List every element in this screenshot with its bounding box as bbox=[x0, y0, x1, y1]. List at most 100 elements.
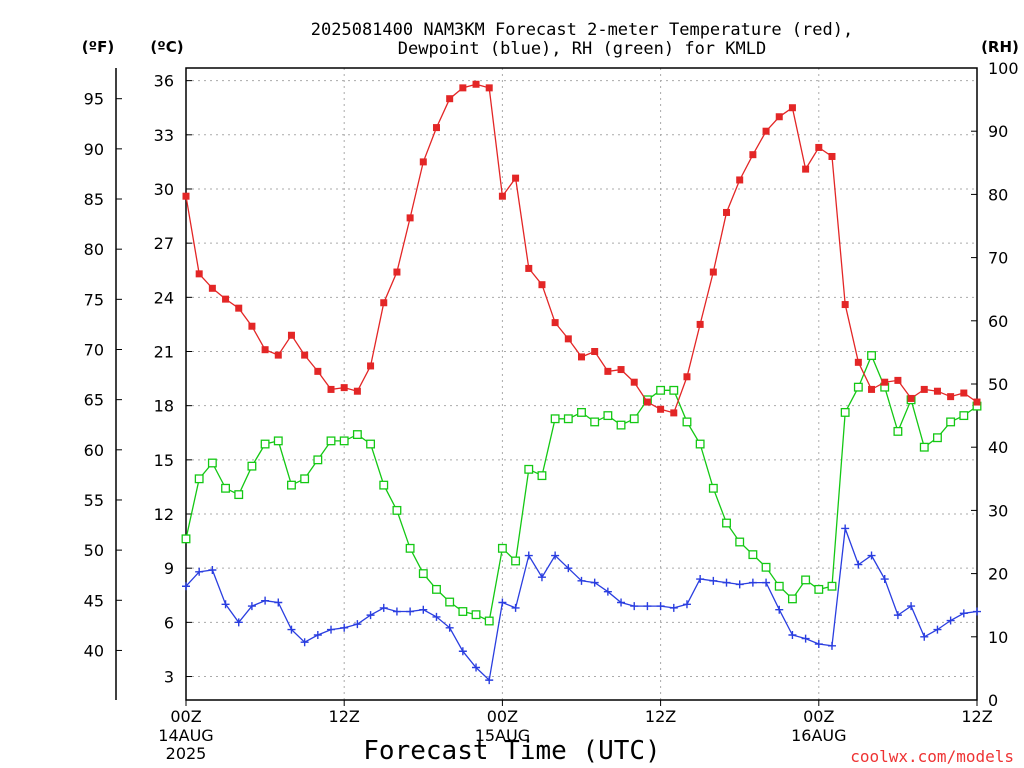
dewpoint-point bbox=[801, 634, 810, 643]
dewpoint-line bbox=[185, 528, 978, 682]
rh-point bbox=[708, 483, 718, 493]
temperature-series bbox=[182, 80, 981, 417]
rh-point bbox=[405, 543, 415, 553]
rh-point bbox=[919, 442, 929, 452]
rh-point bbox=[656, 385, 666, 395]
temperature-point bbox=[828, 152, 836, 160]
rh-point bbox=[471, 610, 481, 620]
dewpoint-point bbox=[287, 625, 296, 634]
celsius-tick-label: 24 bbox=[154, 288, 174, 307]
rh-point bbox=[695, 439, 705, 449]
temperature-point bbox=[538, 281, 546, 289]
dewpoint-point bbox=[762, 578, 771, 587]
dewpoint-point bbox=[907, 602, 916, 611]
temperature-point bbox=[380, 299, 388, 307]
temperature-point bbox=[749, 151, 757, 159]
time-tick-label: 00Z bbox=[803, 707, 834, 726]
rh-point bbox=[458, 607, 468, 616]
temperature-point bbox=[208, 284, 216, 292]
rh-point bbox=[181, 534, 191, 544]
credit-link[interactable]: coolwx.com/models bbox=[850, 747, 1014, 766]
temperature-point bbox=[643, 398, 651, 406]
fahrenheit-tick-label: 40 bbox=[84, 641, 104, 660]
rh-point bbox=[603, 411, 613, 421]
dewpoint-point bbox=[208, 565, 217, 574]
rh-tick-label: 10 bbox=[988, 628, 1008, 647]
dewpoint-point bbox=[261, 596, 270, 605]
dewpoint-point bbox=[893, 611, 902, 620]
temperature-point bbox=[287, 331, 295, 339]
temperature-point bbox=[670, 409, 678, 417]
temperature-point bbox=[182, 192, 190, 200]
rh-point bbox=[313, 455, 323, 465]
temperature-point bbox=[775, 113, 783, 121]
celsius-tick-label: 15 bbox=[154, 451, 174, 470]
rh-point bbox=[840, 407, 850, 417]
rh-axis-label: (RH) bbox=[981, 38, 1019, 56]
temperature-point bbox=[630, 378, 638, 386]
rh-point bbox=[432, 584, 441, 594]
dewpoint-point bbox=[920, 632, 929, 641]
dewpoint-point bbox=[366, 611, 375, 620]
rh-point bbox=[946, 417, 956, 427]
celsius-tick-label: 18 bbox=[154, 397, 174, 416]
temperature-point bbox=[683, 373, 691, 381]
dewpoint-point bbox=[709, 576, 718, 585]
celsius-tick-label: 12 bbox=[154, 505, 174, 524]
rh-point bbox=[814, 584, 824, 594]
celsius-tick-label: 6 bbox=[164, 613, 174, 632]
temperature-point bbox=[301, 351, 309, 359]
temperature-point bbox=[340, 384, 348, 392]
celsius-tick-label: 3 bbox=[164, 668, 174, 687]
dewpoint-point bbox=[406, 607, 415, 616]
temperature-point bbox=[657, 405, 665, 413]
dewpoint-point bbox=[722, 578, 731, 587]
rh-point bbox=[853, 382, 863, 392]
time-tick-date-label: 14AUG bbox=[158, 726, 213, 745]
dewpoint-point bbox=[419, 605, 428, 614]
rh-point bbox=[787, 594, 797, 604]
temperature-point bbox=[274, 351, 282, 359]
rh-point bbox=[867, 351, 876, 361]
rh-tick-label: 80 bbox=[988, 185, 1008, 204]
fahrenheit-tick-label: 65 bbox=[84, 391, 104, 410]
rh-point bbox=[484, 616, 494, 626]
temperature-point bbox=[512, 174, 520, 182]
temperature-point bbox=[498, 192, 506, 200]
temperature-point bbox=[327, 385, 335, 393]
dewpoint-point bbox=[327, 625, 336, 634]
dewpoint-point bbox=[643, 602, 652, 611]
rh-point bbox=[774, 581, 784, 591]
dewpoint-point bbox=[485, 676, 494, 685]
x-axis-label: Forecast Time (UTC) bbox=[363, 736, 660, 766]
time-tick-date-label: 2025 bbox=[166, 744, 207, 763]
rh-point bbox=[748, 550, 758, 560]
dewpoint-point bbox=[933, 625, 942, 634]
temperature-point bbox=[723, 208, 731, 216]
temperature-point bbox=[894, 376, 902, 384]
dewpoint-point bbox=[537, 573, 546, 582]
rh-point bbox=[722, 518, 731, 528]
rh-point bbox=[194, 474, 204, 484]
dewpoint-point bbox=[841, 524, 850, 533]
temperature-point bbox=[960, 389, 968, 397]
temperature-point bbox=[696, 320, 704, 328]
rh-point bbox=[247, 461, 257, 471]
temperature-point bbox=[973, 398, 981, 406]
dewpoint-point bbox=[603, 587, 612, 596]
temperature-point bbox=[353, 387, 361, 395]
fahrenheit-tick-label: 95 bbox=[84, 90, 104, 109]
rh-point bbox=[352, 430, 362, 440]
temperature-point bbox=[564, 335, 572, 343]
dewpoint-point bbox=[524, 551, 533, 560]
dewpoint-point bbox=[432, 612, 441, 621]
rh-point bbox=[577, 407, 586, 417]
fahrenheit-tick-label: 60 bbox=[84, 441, 104, 460]
temperature-point bbox=[604, 367, 612, 375]
rh-axis: 0 10 20 30 40 50 60 70 80 90 100 bbox=[971, 59, 1019, 710]
time-tick-label: 00Z bbox=[487, 707, 518, 726]
rh-point bbox=[735, 537, 745, 547]
dewpoint-point bbox=[775, 605, 784, 614]
